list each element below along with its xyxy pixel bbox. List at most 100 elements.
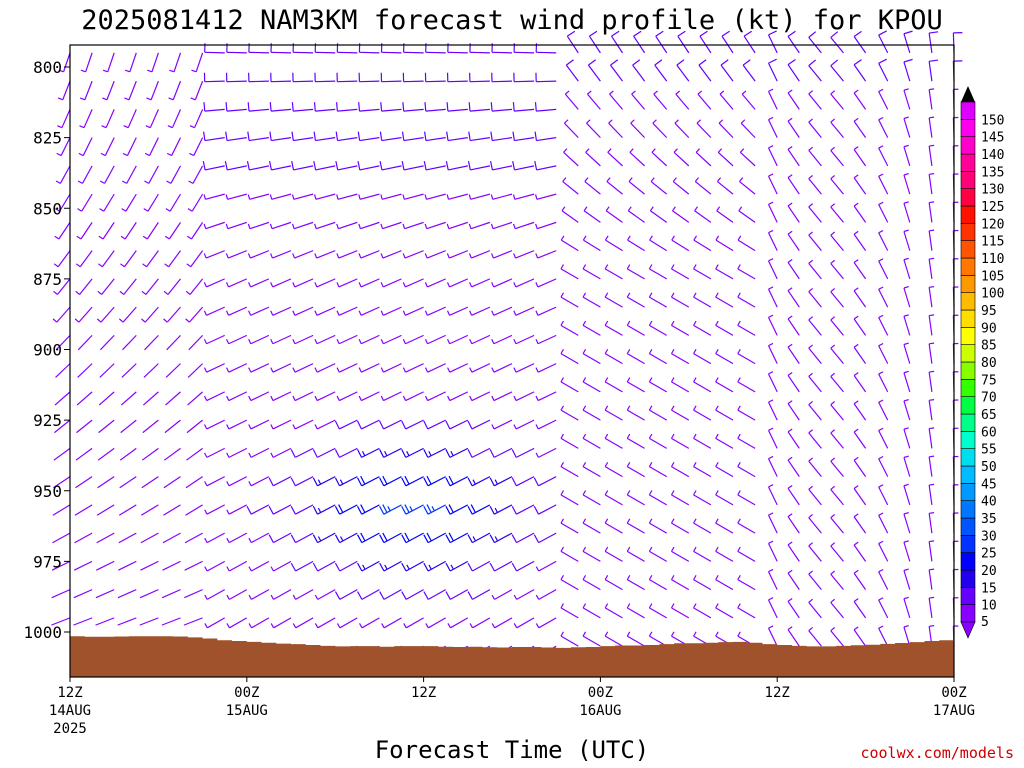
wind-barb [292, 391, 314, 402]
wind-barb [853, 59, 867, 82]
wind-barb [247, 102, 269, 112]
y-axis: 800 825 850 875 900 925 950 975 1000 [23, 58, 70, 642]
wind-barb [203, 102, 225, 112]
wind-barb [626, 546, 645, 562]
colorbar-label: 150 [981, 113, 1004, 128]
wind-barb [560, 603, 579, 619]
wind-barb [511, 504, 535, 515]
wind-barb [101, 109, 115, 129]
wind-barb [878, 625, 889, 647]
wind-barb [604, 461, 623, 478]
wind-barb [830, 259, 844, 280]
wind-barb [73, 617, 93, 626]
wind-barb [95, 617, 115, 626]
chart-title: 2025081412 NAM3KM forecast wind profile … [81, 5, 943, 36]
wind-barb [119, 447, 137, 461]
wind-barb [878, 201, 889, 223]
wind-barb [693, 546, 712, 562]
colorbar-max-arrow [961, 86, 975, 102]
wind-barb [423, 447, 446, 458]
wind-barb [52, 504, 71, 516]
wind-barb [314, 391, 336, 402]
wind-barb [314, 193, 336, 200]
colorbar-label: 105 [981, 269, 1004, 284]
wind-barb [830, 146, 844, 167]
wind-barb [423, 161, 446, 171]
wind-barb [248, 560, 270, 572]
colorbar-label: 15 [981, 581, 997, 596]
colorbar-swatch [960, 344, 976, 363]
wind-barb [78, 137, 93, 157]
colorbar-swatch [960, 379, 976, 397]
wind-barb [166, 165, 182, 184]
wind-barb [670, 546, 690, 562]
wind-barb [582, 490, 601, 506]
wind-barb [314, 589, 336, 600]
wind-barb [186, 250, 204, 268]
wind-barb [767, 399, 778, 421]
wind-barb [469, 617, 491, 629]
wind-barb [334, 504, 358, 515]
wind-barb [118, 560, 137, 571]
wind-barb [447, 391, 469, 402]
wind-barb [184, 532, 203, 544]
wind-barb [226, 589, 248, 600]
wind-barb [79, 80, 93, 101]
wind-barb [423, 532, 446, 544]
wind-barb [226, 419, 248, 430]
wind-barb [314, 306, 336, 316]
colorbar-label: 45 [981, 477, 997, 492]
wind-barb [489, 447, 513, 458]
wind-barb [903, 540, 911, 562]
wind-barb [402, 193, 424, 200]
wind-barb [767, 116, 778, 138]
wind-barb [830, 598, 844, 619]
wind-barb [693, 518, 712, 534]
wind-barb [141, 476, 159, 489]
wind-barb [511, 560, 535, 572]
wind-barb [903, 342, 911, 364]
colorbar-swatch [960, 257, 976, 276]
wind-barb [380, 102, 402, 112]
wind-barb [670, 461, 690, 478]
wind-barb [97, 278, 115, 295]
wind-barb [169, 52, 182, 73]
wind-barb [95, 560, 115, 571]
wind-barb [928, 540, 935, 562]
wind-barb [670, 264, 690, 280]
wind-barb [469, 278, 491, 288]
wind-barb [878, 371, 889, 393]
wind-barb [535, 391, 557, 402]
colorbar-swatch [960, 500, 976, 519]
wind-barb [269, 193, 292, 200]
wind-barb [586, 90, 601, 110]
wind-barb [187, 363, 204, 378]
wind-barb [225, 221, 247, 230]
wind-barb [445, 589, 469, 600]
colorbar-swatch [960, 275, 976, 293]
wind-barb [535, 363, 557, 373]
wind-barb [512, 161, 535, 171]
wind-barb [77, 363, 93, 378]
colorbar-swatch [960, 361, 976, 380]
wind-barb [535, 589, 557, 600]
colorbar-label: 35 [981, 512, 997, 527]
wind-barb [423, 560, 446, 572]
wind-barb [335, 161, 358, 171]
wind-barb [356, 419, 380, 430]
colorbar-swatch [960, 483, 976, 501]
wind-barb [270, 391, 292, 402]
wind-barb [952, 60, 963, 82]
wind-barb [248, 447, 270, 458]
wind-barb [670, 433, 690, 449]
wind-barb [648, 320, 668, 336]
wind-barb [98, 222, 115, 240]
y-tick-label: 925 [33, 411, 62, 430]
wind-barb [533, 504, 557, 515]
wind-barb [903, 624, 911, 647]
wind-barb [291, 102, 314, 112]
wind-barb [226, 391, 248, 402]
x-tick-label: 14AUG [49, 703, 91, 719]
wind-barb [270, 589, 292, 600]
